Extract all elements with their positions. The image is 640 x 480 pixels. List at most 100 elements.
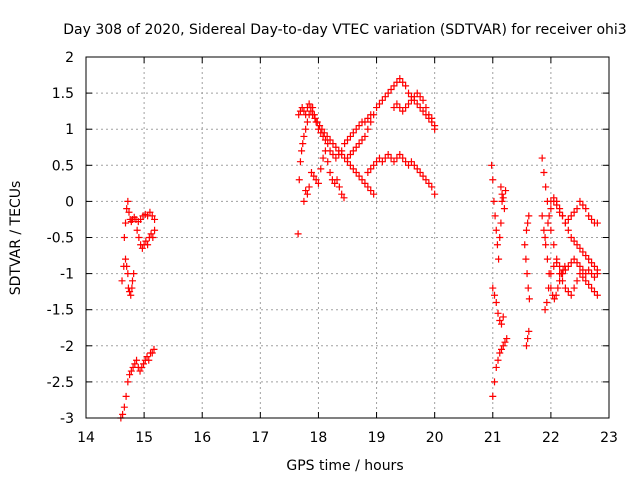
data-point [564,288,572,296]
data-point [585,255,593,263]
data-point [300,132,308,140]
data-point [407,96,415,104]
data-point [364,114,372,122]
data-point [296,158,304,166]
data-point [367,165,375,173]
series-s1 [118,255,138,299]
data-point [542,241,550,249]
data-point [416,93,424,101]
data-point [118,277,126,285]
data-point [344,154,351,162]
data-point [295,176,303,184]
data-point [410,161,418,169]
data-point [570,255,578,263]
data-point [567,234,575,241]
data-point [123,205,131,213]
data-point [585,280,593,288]
data-point [405,100,413,108]
data-point [300,107,308,115]
data-point [133,356,141,364]
series-s16 [522,327,533,350]
data-point [545,270,553,278]
data-point [416,169,424,177]
data-point [550,241,558,249]
data-point [331,179,339,187]
data-point [413,165,421,173]
data-point [300,197,308,205]
data-point [294,230,302,238]
data-point [138,244,146,252]
data-point [550,194,558,202]
y-tick-label: 0 [65,194,74,210]
data-point [431,190,439,198]
data-point [542,183,550,191]
data-point [355,122,363,130]
data-point [407,158,415,166]
data-point [384,89,392,97]
data-point [119,410,127,418]
data-point [547,226,555,234]
data-point [492,363,500,371]
data-point [352,169,360,177]
data-point [355,140,363,148]
y-tick-label: 1 [65,122,74,138]
series-s18 [538,154,601,299]
data-point [540,169,548,177]
data-point [341,140,349,148]
series-s14 [489,335,511,400]
data-point [147,230,155,238]
data-point [323,132,331,140]
data-point [143,353,151,361]
data-point [305,100,313,108]
data-point [496,234,504,241]
data-point [490,197,498,205]
data-point [349,165,357,173]
data-point [525,212,533,220]
data-point [496,349,504,357]
x-tick-label: 17 [251,430,269,446]
y-tick-label: 2 [65,50,74,66]
grid [86,57,609,418]
x-tick-label: 15 [135,430,153,446]
series-s11 [488,161,506,263]
data-point [122,255,130,263]
series-s9 [364,150,439,198]
data-point [130,270,138,278]
y-tick-label: -0.5 [47,231,74,247]
data-point [319,154,327,162]
data-point [307,169,315,177]
data-point [390,82,398,90]
data-point [127,291,135,299]
data-point [320,129,328,137]
data-point [582,205,590,213]
data-point [312,176,320,184]
y-tick-label: -1 [60,267,74,283]
data-point [497,219,505,227]
data-point [564,215,572,223]
series-s12 [497,183,510,213]
data-point [375,100,383,108]
data-point [150,345,158,353]
y-tick-label: -3 [60,411,74,427]
data-point [567,212,575,220]
data-point [124,378,132,386]
data-point [402,104,410,112]
data-point [428,183,436,191]
data-point [541,306,549,314]
x-tick-label: 18 [310,430,328,446]
series-s17 [522,212,533,234]
data-point [593,291,601,299]
data-point [399,154,407,162]
data-point [553,259,561,267]
series-s6 [295,100,378,198]
data-point [561,262,569,270]
data-point [588,215,596,223]
data-point [561,284,569,292]
data-point [553,197,561,205]
data-point [582,252,590,260]
data-point [364,169,372,177]
data-point [370,190,378,198]
data-point [387,85,395,93]
